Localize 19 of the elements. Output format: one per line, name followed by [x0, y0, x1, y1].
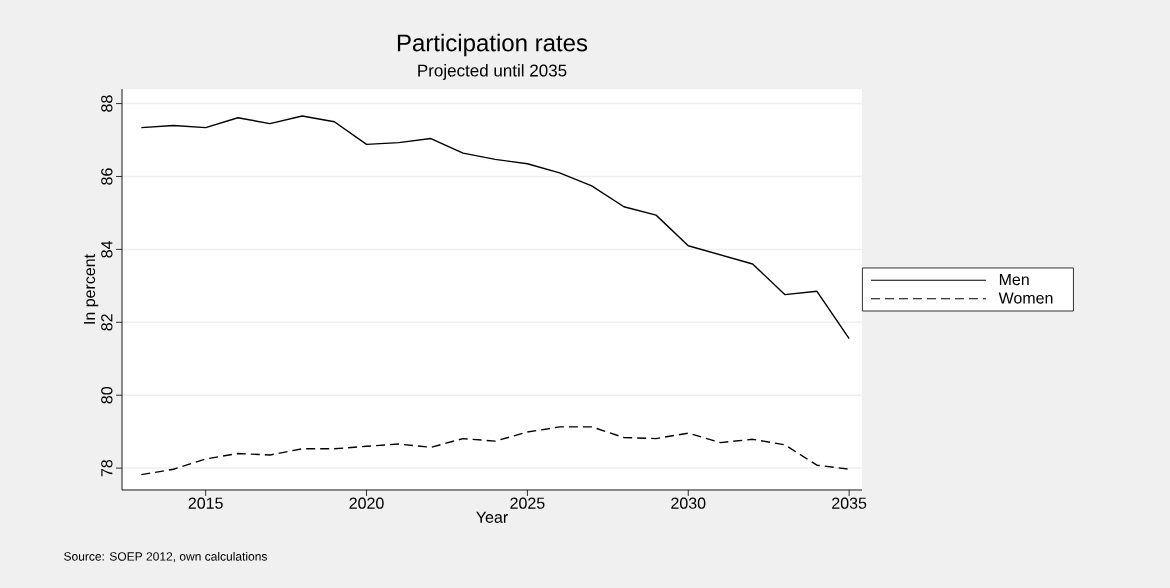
x-tick-label: 2030	[671, 497, 706, 509]
x-tick-label: 2025	[510, 497, 545, 509]
x-tick-label: 2035	[832, 497, 867, 509]
x-axis-title: Year	[476, 511, 508, 523]
y-tick-label: 84	[101, 240, 113, 258]
text: Men	[999, 273, 1029, 286]
y-tick-label: 78	[101, 459, 113, 477]
chart-subtitle: Projected until 2035	[418, 64, 567, 80]
line-series	[140, 426, 850, 476]
y-axis-title: In percent	[83, 254, 99, 324]
chart-title: Participation rates	[397, 33, 588, 57]
text: Women	[998, 292, 1053, 304]
y-tick-label: 86	[101, 168, 113, 185]
y-tick-label: 82	[101, 314, 113, 331]
y-tick-label: 80	[101, 386, 113, 404]
source-note: Source: SOEP 2012, own calculations	[64, 551, 267, 563]
x-tick-label: 2020	[349, 497, 384, 509]
y-tick-label: 88	[101, 95, 113, 112]
x-tick-label: 2015	[188, 497, 223, 509]
